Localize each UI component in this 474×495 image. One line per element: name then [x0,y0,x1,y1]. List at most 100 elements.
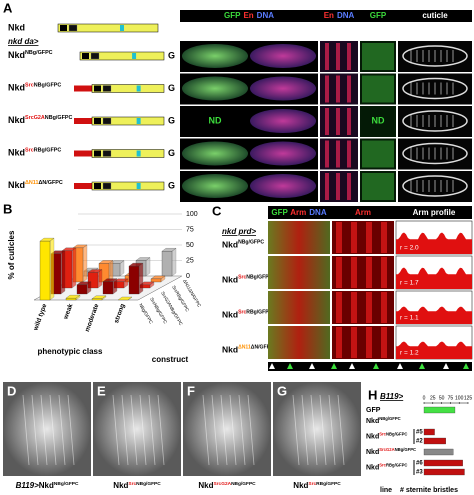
domain-box [94,183,101,189]
bar [161,251,173,277]
bar-side [49,237,55,301]
embryo [250,141,316,166]
construct-label: NkdSrcNBg/GFPC [366,431,407,440]
image-panel [360,106,396,137]
image-panel [268,221,330,254]
channel-name: GFP [370,11,387,20]
construct-body [91,149,165,158]
x-tick-label: 100 [455,395,464,401]
y-tick-label: 0 [186,273,190,280]
bar [423,448,454,456]
construct-label: NkdSrcNBg/GFPC [8,83,61,93]
construct-name: Nkd [198,481,213,490]
channel-name: Arm profile [413,208,456,217]
x-tick-label: 125 [464,395,473,401]
construct-label: NkdΔN11ΔN/GFPC [222,345,274,355]
gene-name: Nkd [8,22,25,32]
header-bg [180,10,472,22]
arrowhead [373,363,379,369]
bar-side [82,244,88,283]
embryo [182,44,248,68]
arm-stripe [381,292,387,323]
construct-name: GFP [366,407,381,414]
gfp-zoom [362,140,394,168]
domain-box [94,118,101,124]
construct-body [79,51,165,61]
driver-label: B119> [16,481,40,490]
construct-tag: RBg/GFPC [386,462,407,467]
panel-letter: G [277,383,287,398]
z-axis-label: construct [152,355,189,364]
src-domain [74,85,92,92]
construct-mod: ΔN11 [25,180,38,186]
channel-name: Arm [290,208,306,217]
construct-mod: Src [238,310,246,316]
cuticle [402,142,468,165]
arm-stripe [336,257,342,288]
channel-name: Arm [355,208,371,217]
construct-name: Nkd [8,148,25,158]
construct-body [91,84,165,93]
domain-box [60,25,67,31]
image-panel [268,326,330,359]
construct-label: NkdSrcRBg/GFPC [293,481,341,490]
construct-tag: ΔN/GFPC [251,345,274,351]
construct-mod: Src [25,148,34,154]
construct-mod: Src [308,481,316,487]
arrowhead [443,363,449,369]
construct-mod: Src [25,83,34,89]
channel-name: DNA [309,208,327,217]
en-stripe [325,43,329,70]
construct-body [91,116,165,126]
channel-name: cuticle [422,11,448,20]
channel-header: GFP Arm DNA [271,208,326,217]
construct-name: Nkd [366,464,379,471]
terminal-g: G [168,148,175,158]
construct-label: NkdNBg/GFPC [366,416,401,425]
bar-side [145,257,151,277]
cuticle-fold [319,394,327,466]
construct-name: Nkd [293,481,308,490]
gfp-zoom [362,173,394,200]
bar-side [171,247,177,277]
src-domain [74,183,92,189]
gfp-zoom [362,43,394,70]
ef-hand [136,183,141,189]
bar [423,428,435,436]
profile-area [396,267,472,289]
channel-name: GFP [271,208,288,217]
en-stripe [336,173,340,200]
arrowhead [309,363,315,369]
construct-name: Nkd [113,481,128,490]
construct-label: NkdSrcNBg/GFPC [222,275,273,285]
gfp-zoom [362,75,394,103]
construct-body [91,181,165,191]
embryo [182,141,248,166]
construct-label: NkdNBg/GFPC [222,240,264,250]
bar [423,459,463,467]
construct-label: NkdΔN11ΔN/GFPC [8,180,63,190]
ratio-label: r = 1.2 [400,350,419,357]
not-done: ND [372,115,385,125]
cuticle [402,175,468,197]
construct-label: NkdSrcG2ANBg/GFPC [8,115,72,125]
profile-area [396,341,472,359]
x-tick-label: 0 [423,395,426,401]
en-stripe [325,75,329,103]
en-stripe [336,43,340,70]
construct-tag: RBg/GFPC [316,481,341,487]
ratio-label: r = 1.1 [400,315,419,322]
channel-header: En DNA [324,11,355,20]
cuticle-fold [112,394,120,466]
construct-name: Nkd [8,180,25,190]
bar-side [138,262,144,295]
construct-label: NkdSrcG2ANBg/GFPC [198,481,256,490]
bar [87,272,99,289]
image-panel [268,256,330,289]
arrowhead [349,363,355,369]
panel-letter: F [187,383,195,398]
construct-name: Nkd [366,449,379,456]
construct-name: Nkd [366,418,379,425]
x-tick-label: moderate [84,303,101,333]
